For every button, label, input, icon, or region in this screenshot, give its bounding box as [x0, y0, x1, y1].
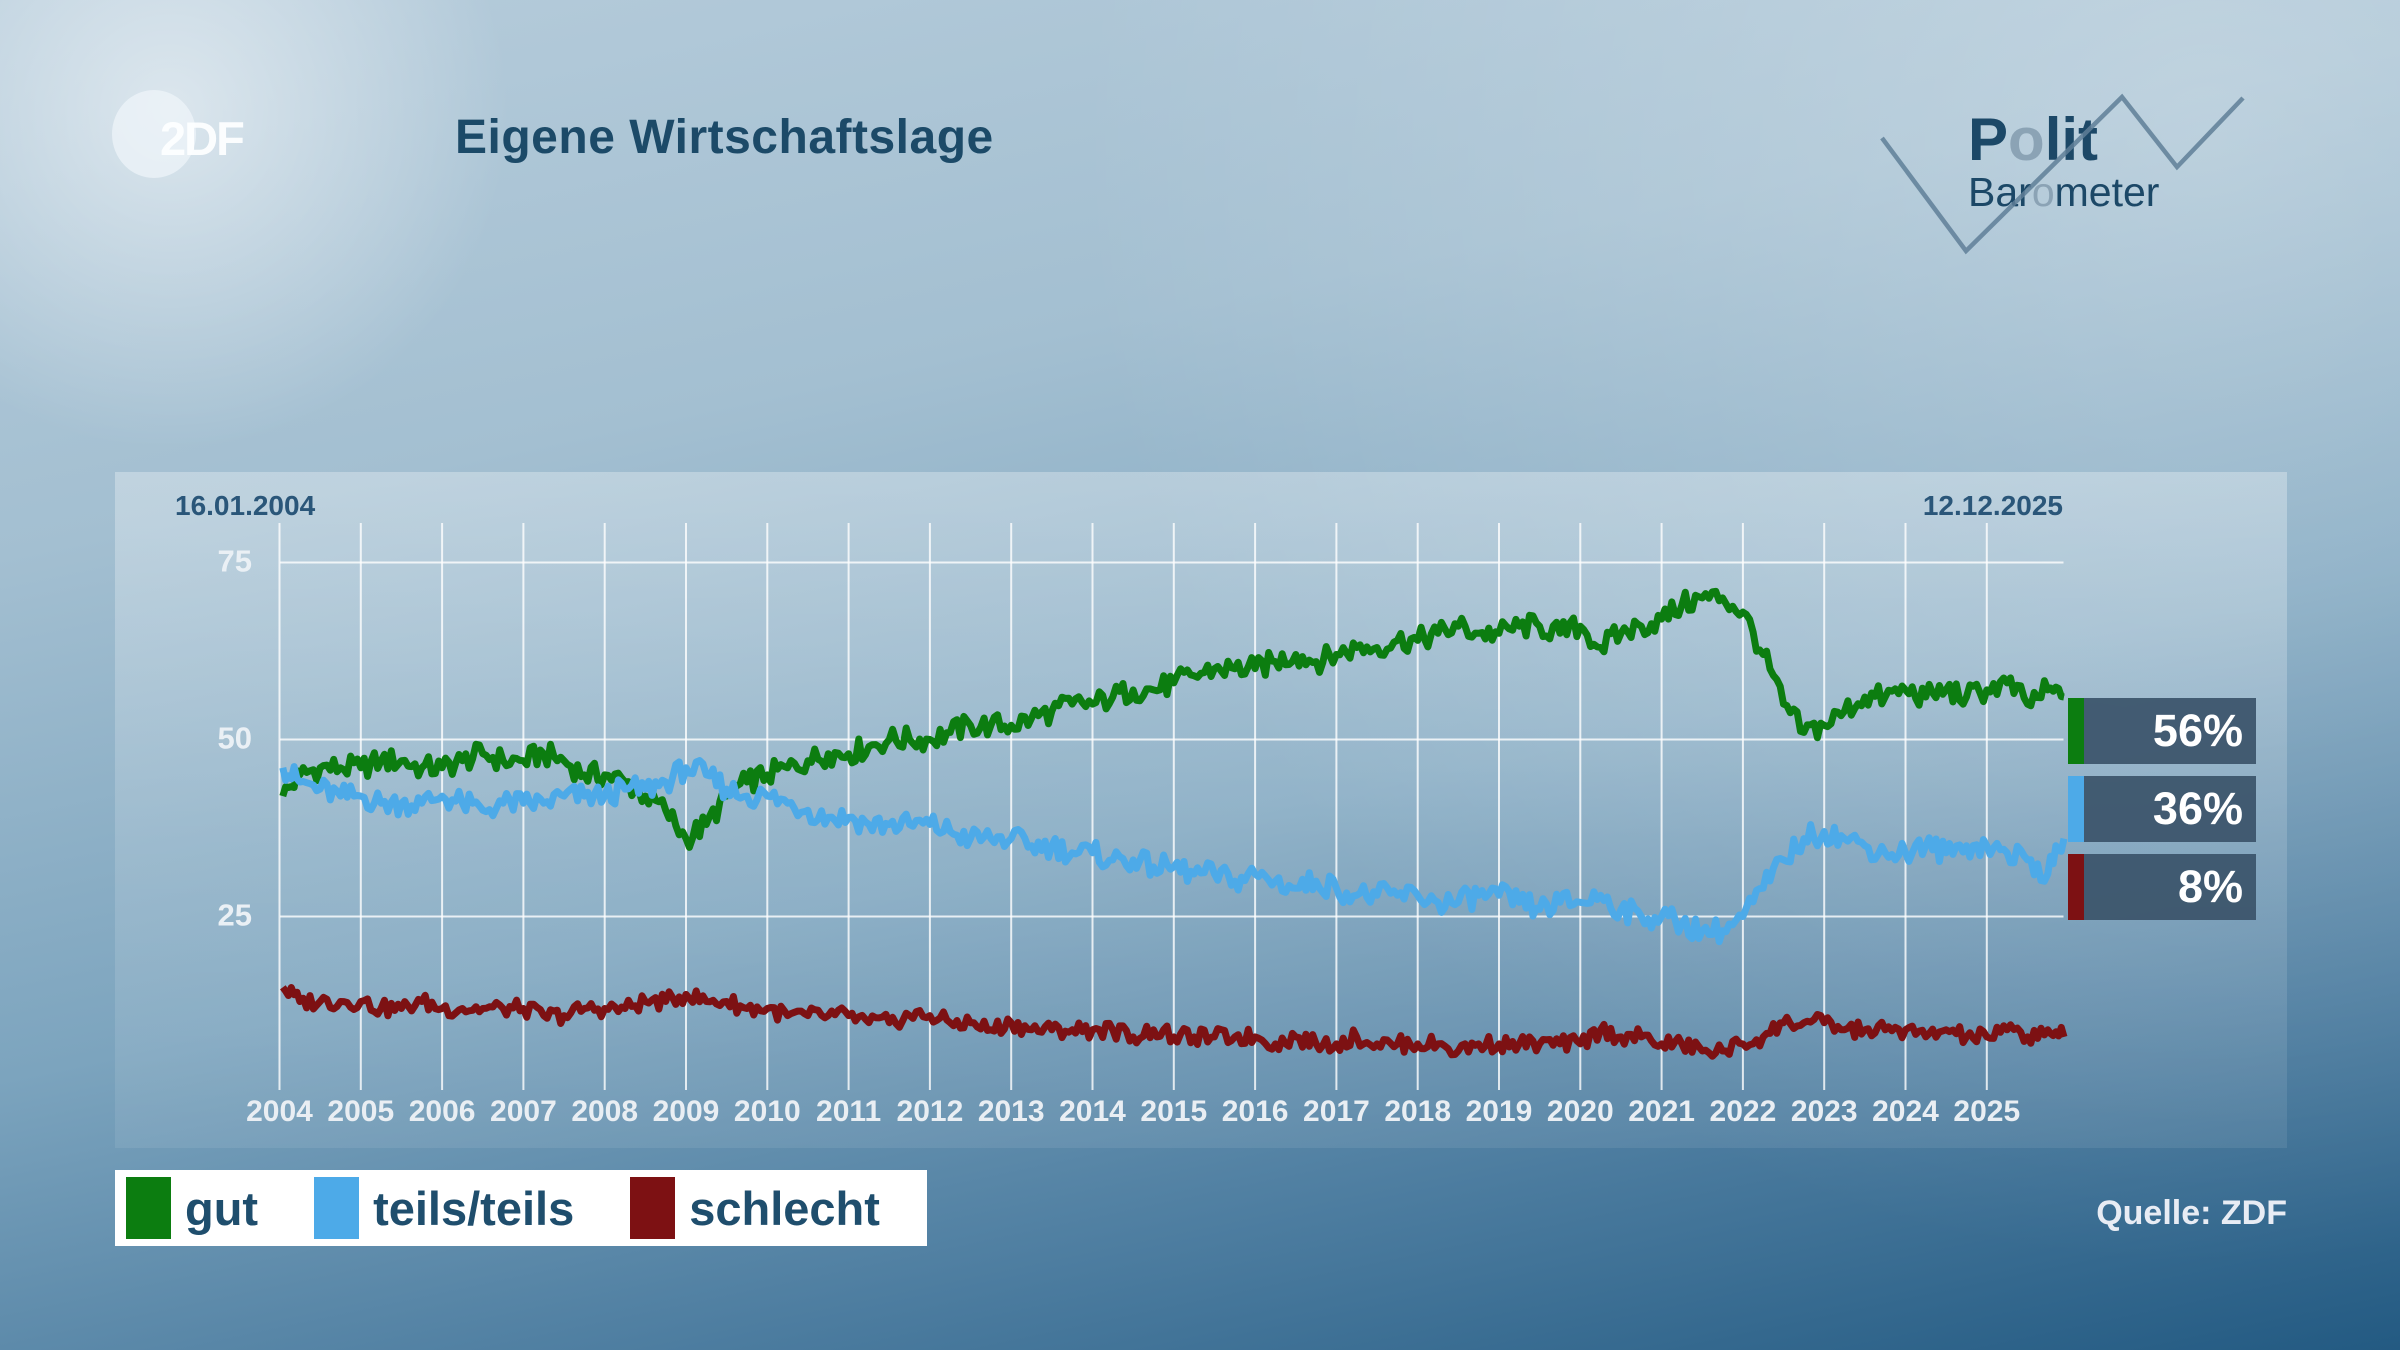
x-axis-year-label: 2025: [1953, 1095, 2021, 1128]
series-line-teils-teils: [279, 757, 2068, 946]
zdf-logo-icon: 2DF: [160, 112, 245, 165]
axis-end-date: 12.12.2025: [1922, 490, 2063, 521]
series-lines: [279, 587, 2068, 1060]
source-label: Quelle: ZDF: [2096, 1194, 2287, 1232]
zdf-logo-circle: [112, 90, 196, 178]
y-axis-label: 25: [217, 897, 252, 933]
end-value-label: 56%: [2084, 698, 2256, 764]
x-axis-year-label: 2022: [1709, 1095, 1777, 1128]
end-value-label: 8%: [2084, 854, 2256, 920]
x-axis-year-label: 2024: [1872, 1095, 1939, 1128]
end-value-badge-schlecht: 8%: [2068, 854, 2256, 920]
series-line-gut: [279, 587, 2065, 851]
x-axis-year-label: 2013: [977, 1095, 1045, 1128]
x-axis-year-label: 2010: [733, 1095, 801, 1128]
x-axis-year-label: 2005: [327, 1095, 395, 1128]
x-axis-year-label: 2023: [1790, 1095, 1858, 1128]
legend-label: gut: [185, 1181, 259, 1235]
y-axis-label: 75: [217, 543, 252, 579]
legend-label: schlecht: [689, 1181, 880, 1235]
legend-swatch: [314, 1177, 360, 1239]
legend-item-schlecht: schlecht: [630, 1177, 880, 1239]
legend-swatch: [126, 1177, 171, 1239]
page-title: Eigene Wirtschaftslage: [455, 111, 994, 164]
x-axis-year-label: 2019: [1465, 1095, 1533, 1128]
x-axis-year-label: 2015: [1140, 1095, 1208, 1128]
x-axis-year-label: 2008: [571, 1095, 639, 1128]
end-value-badge-gut: 56%: [2068, 698, 2256, 764]
x-axis-year-label: 2018: [1384, 1095, 1452, 1128]
politbarometer-logo: Polit Barometer: [1968, 110, 2159, 213]
end-value-color-tab: [2068, 776, 2084, 842]
axis-start-date: 16.01.2004: [175, 490, 316, 521]
x-axis-year-label: 2016: [1221, 1095, 1289, 1128]
legend-label: teils/teils: [373, 1181, 575, 1235]
x-axis-year-label: 2004: [246, 1095, 313, 1128]
x-axis-year-label: 2014: [1059, 1095, 1126, 1128]
x-axis-year-label: 2017: [1303, 1095, 1370, 1128]
zigzag-icon: [1880, 93, 2245, 255]
legend-swatch: [630, 1177, 676, 1239]
x-axis-year-label: 2009: [652, 1095, 720, 1128]
x-axis-year-label: 2012: [896, 1095, 964, 1128]
series-line-schlecht: [280, 984, 2068, 1060]
legend-item-teils-teils: teils/teils: [314, 1177, 574, 1239]
y-axis-label: 50: [217, 720, 252, 756]
gridlines: [278, 523, 2064, 1090]
end-value-color-tab: [2068, 854, 2084, 920]
x-axis-year-label: 2011: [816, 1095, 882, 1128]
x-axis-year-label: 2007: [490, 1095, 557, 1128]
end-value-badge-teils-teils: 36%: [2068, 776, 2256, 842]
end-value-color-tab: [2068, 698, 2084, 764]
legend: gut teils/teils schlecht: [115, 1170, 927, 1246]
x-axis-year-label: 2006: [408, 1095, 476, 1128]
end-value-label: 36%: [2084, 776, 2256, 842]
politbarometer-logo-line1: Polit: [1968, 106, 2099, 173]
x-axis-year-label: 2020: [1546, 1095, 1614, 1128]
legend-item-gut: gut: [126, 1177, 258, 1239]
x-axis-year-label: 2021: [1628, 1095, 1695, 1128]
